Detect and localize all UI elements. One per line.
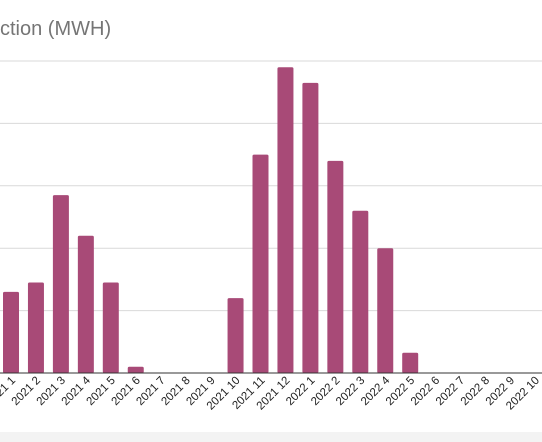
- bottom-band: [0, 432, 542, 442]
- gridlines: [0, 60, 542, 312]
- bar: [302, 82, 319, 373]
- bar: [252, 154, 269, 373]
- bar: [52, 195, 69, 373]
- bars: [3, 67, 419, 374]
- bar: [127, 366, 144, 373]
- bar: [77, 235, 94, 373]
- bar: [27, 282, 44, 373]
- bar: [3, 291, 19, 373]
- bar: [227, 298, 244, 373]
- chart-title: ction (MWH): [0, 18, 112, 40]
- bar: [327, 160, 344, 373]
- bar: [352, 210, 369, 373]
- bar: [102, 282, 119, 373]
- bar: [277, 67, 294, 374]
- bar: [377, 248, 394, 373]
- bar: [402, 352, 419, 373]
